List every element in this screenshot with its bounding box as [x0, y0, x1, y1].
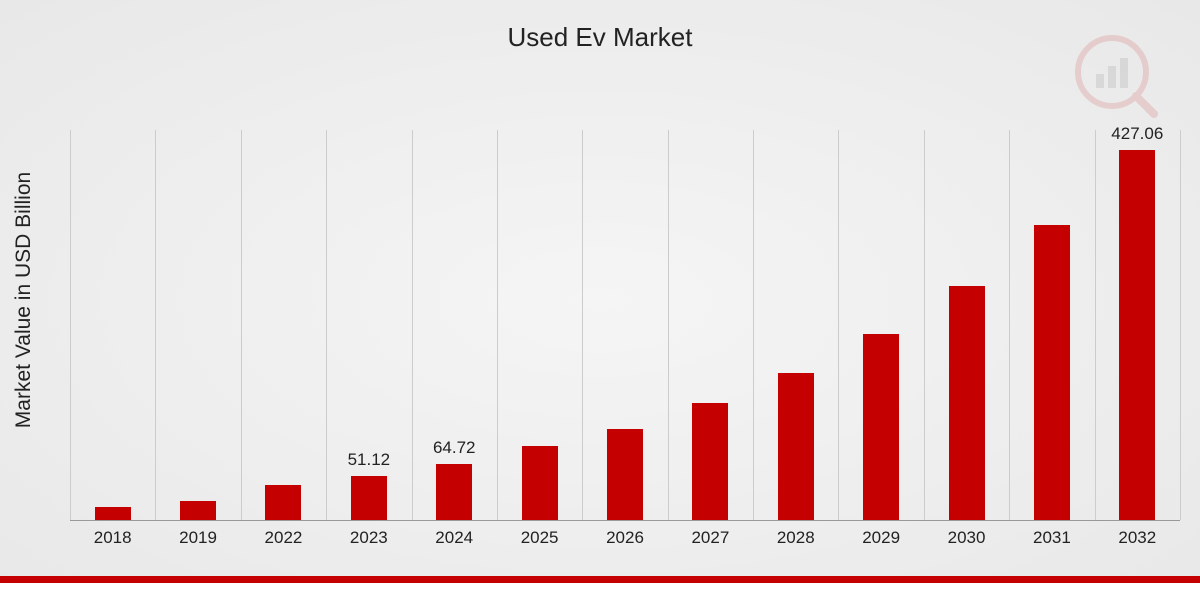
bar	[436, 464, 472, 520]
gridline	[668, 130, 669, 520]
bar	[1119, 150, 1155, 520]
gridline	[155, 130, 156, 520]
gridline	[838, 130, 839, 520]
gridline	[1009, 130, 1010, 520]
bar	[265, 485, 301, 520]
x-tick-label: 2030	[937, 528, 997, 548]
x-tick-label: 2018	[83, 528, 143, 548]
gridline	[70, 130, 71, 520]
x-tick-label: 2026	[595, 528, 655, 548]
gridline	[1180, 130, 1181, 520]
x-tick-label: 2024	[424, 528, 484, 548]
bar	[607, 429, 643, 520]
bar	[351, 476, 387, 520]
y-axis-label: Market Value in USD Billion	[12, 172, 36, 428]
x-tick-label: 2029	[851, 528, 911, 548]
bar	[778, 373, 814, 520]
bar	[95, 507, 131, 520]
x-axis-line	[70, 520, 1180, 521]
x-tick-label: 2023	[339, 528, 399, 548]
gridline	[412, 130, 413, 520]
x-tick-label: 2027	[680, 528, 740, 548]
x-tick-label: 2019	[168, 528, 228, 548]
bar	[863, 334, 899, 520]
bar	[1034, 225, 1070, 520]
bar	[522, 446, 558, 520]
bar-value-label: 427.06	[1102, 124, 1172, 144]
bar-value-label: 64.72	[419, 438, 489, 458]
gridline	[241, 130, 242, 520]
bar	[180, 501, 216, 520]
x-tick-label: 2025	[510, 528, 570, 548]
bar	[692, 403, 728, 520]
watermark-logo-icon	[1070, 30, 1160, 125]
bar-value-label: 51.12	[334, 450, 404, 470]
gridline	[924, 130, 925, 520]
x-tick-label: 2022	[253, 528, 313, 548]
gridline	[1095, 130, 1096, 520]
gridline	[326, 130, 327, 520]
chart-title: Used Ev Market	[0, 0, 1200, 53]
x-axis-labels: 2018 2019 2022 2023 2024 2025 2026 2027 2028 2029…	[70, 528, 1180, 558]
gridline	[497, 130, 498, 520]
chart-plot-area: 51.1264.72427.06	[70, 130, 1180, 520]
footer-accent-bar	[0, 576, 1200, 600]
gridline	[753, 130, 754, 520]
x-tick-label: 2028	[766, 528, 826, 548]
x-tick-label: 2032	[1107, 528, 1167, 548]
bar	[949, 286, 985, 520]
x-tick-label: 2031	[1022, 528, 1082, 548]
gridline	[582, 130, 583, 520]
